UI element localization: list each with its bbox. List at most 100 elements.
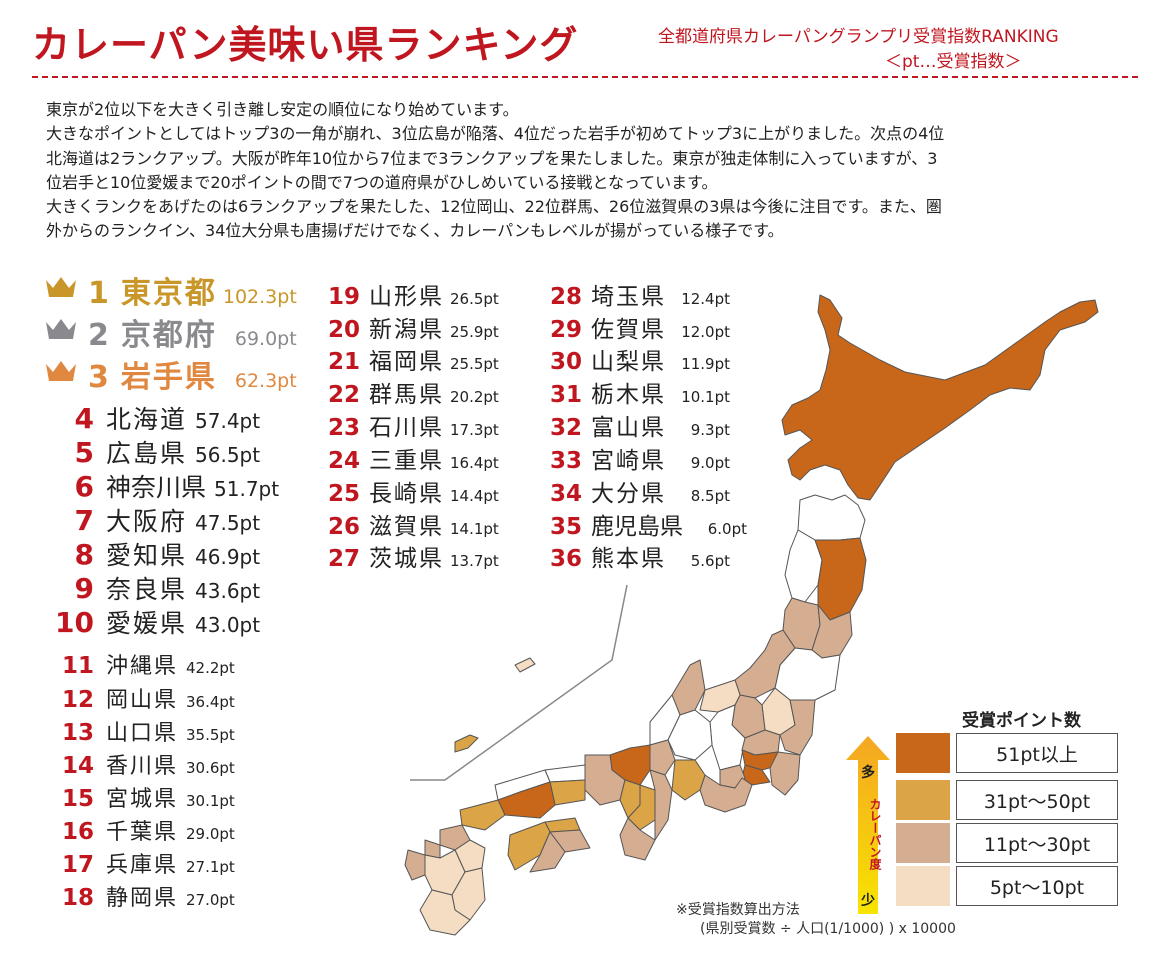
silver-crown-icon [46, 319, 76, 339]
prefecture-points: 5.6pt [690, 552, 730, 570]
prefecture-points: 30.6pt [186, 759, 235, 777]
ranking-row: 27 茨城県 13.7pt [300, 539, 499, 573]
rank-number: 16 [61, 819, 94, 845]
prefecture-name: 広島県 [106, 439, 188, 468]
footnote-formula: (県別受賞数 ÷ 人口(1/1000) ) x 10000 [700, 921, 956, 937]
ranking-row: 9 奈良県 43.6pt [0, 570, 261, 606]
prefecture-points: 51.7pt [214, 477, 280, 501]
ranking-row: 8 愛知県 46.9pt [0, 536, 261, 572]
description-line: 大きくランクをあげたのは6ランクアップを果たした、12位岡山、22位群馬、26位… [46, 197, 942, 217]
ranking-row: 16 千葉県 29.0pt [0, 814, 235, 846]
legend-swatch [896, 866, 950, 906]
prefecture-points: 43.6pt [195, 579, 261, 603]
page-subtitle: 全都道府県カレーパングランプリ受賞指数RANKING [658, 27, 1059, 47]
prefecture-name: 奈良県 [106, 575, 188, 604]
map-region-iwate [814, 537, 867, 621]
map-region-kagoshima [419, 889, 471, 936]
ranking-top-3: 3 岩手県 62.3pt [44, 352, 297, 395]
ranking-row: 31 栃木県 10.1pt [522, 375, 730, 409]
rank-number: 19 [327, 284, 360, 310]
ranking-row: 15 宮城県 30.1pt [0, 781, 235, 813]
prefecture-points: 12.0pt [681, 323, 730, 341]
prefecture-points: 27.0pt [186, 891, 235, 909]
ranking-row: 10 愛媛県 43.0pt [0, 604, 260, 640]
prefecture-points: 25.9pt [450, 323, 499, 341]
rank-number: 1 [88, 276, 109, 311]
description-line: 位岩手と10位愛媛まで20ポイントの間で7つの道府県がひしめいている接戦となって… [46, 172, 718, 192]
rank-number: 12 [61, 687, 94, 713]
prefecture-points: 12.4pt [681, 290, 730, 308]
description-line: 北海道は2ランクアップ。大阪が昨年10位から7位まで3ランクアップを果たしました… [46, 148, 938, 168]
rank-number: 5 [74, 436, 94, 469]
ranking-row: 21 福岡県 25.5pt [300, 342, 499, 376]
map-region-mie [649, 769, 673, 841]
legend-swatch [896, 823, 950, 863]
rank-number: 25 [327, 481, 360, 507]
prefecture-name: 栃木県 [591, 382, 666, 408]
prefecture-name: 岡山県 [106, 688, 179, 713]
ranking-row: 30 山梨県 11.9pt [522, 342, 730, 376]
map-region-kochi [529, 831, 566, 873]
rank-number: 33 [549, 448, 582, 474]
map-region-ibaraki [779, 699, 816, 756]
rank-number: 22 [327, 382, 360, 408]
page-title: カレーパン美味い県ランキング [32, 23, 579, 67]
description-paragraph: 東京が2位以下を大きく引き離し安定の順位になり始めています。 大きなポイントとし… [46, 98, 1126, 244]
rank-number: 30 [549, 349, 582, 375]
prefecture-points: 11.9pt [681, 355, 730, 373]
map-region-tottori [544, 764, 586, 783]
footnote-title: ※受賞指数算出方法 [676, 902, 800, 918]
bronze-crown-icon [46, 361, 76, 381]
rank-number: 4 [74, 402, 94, 435]
prefecture-name: 山梨県 [591, 349, 666, 375]
rank-number: 3 [88, 360, 109, 395]
prefecture-name: 滋賀県 [369, 514, 444, 540]
prefecture-points: 62.3pt [234, 370, 297, 392]
map-region-okayama [549, 779, 586, 806]
prefecture-points: 46.9pt [195, 545, 261, 569]
rank-number: 10 [55, 606, 94, 639]
legend-title: 受賞ポイント数 [962, 711, 1081, 731]
rank-number: 2 [88, 318, 109, 353]
map-region-okinawa [454, 734, 479, 753]
ranking-row: 24 三重県 16.4pt [300, 441, 499, 475]
prefecture-name: 岩手県 [120, 360, 217, 395]
ranking-row: 34 大分県 8.5pt [522, 474, 730, 508]
rank-number: 18 [61, 885, 94, 911]
map-region-hokkaido [781, 294, 1099, 501]
prefecture-points: 57.4pt [195, 409, 261, 433]
legend-label: 11pt〜30pt [956, 823, 1118, 863]
prefecture-points: 8.5pt [690, 487, 730, 505]
prefecture-name: 鹿児島県 [591, 514, 683, 540]
prefecture-name: 静岡県 [106, 886, 179, 911]
map-region-okinawa-islet [514, 657, 536, 673]
prefecture-name: 佐賀県 [591, 317, 666, 343]
ranking-row: 23 石川県 17.3pt [300, 408, 499, 442]
prefecture-name: 宮城県 [106, 787, 179, 812]
description-line: 東京が2位以下を大きく引き離し安定の順位になり始めています。 [46, 100, 519, 119]
ranking-row: 35 鹿児島県 6.0pt [522, 507, 747, 541]
ranking-row: 26 滋賀県 14.1pt [300, 507, 499, 541]
prefecture-name: 山口県 [106, 721, 179, 746]
legend-arrow-label: カレーパン度 [868, 798, 882, 870]
prefecture-points: 13.7pt [450, 552, 499, 570]
ranking-top-1: 1 東京都 102.3pt [44, 268, 297, 311]
okinawa-inset-divider [410, 584, 628, 781]
prefecture-name: 愛知県 [106, 541, 188, 570]
prefecture-points: 36.4pt [186, 693, 235, 711]
rank-number: 21 [327, 349, 360, 375]
prefecture-points: 69.0pt [234, 328, 297, 350]
ranking-top-2: 2 京都府 69.0pt [44, 310, 297, 353]
ranking-row: 25 長崎県 14.4pt [300, 474, 499, 508]
prefecture-name: 東京都 [120, 276, 217, 311]
gold-crown-icon [46, 277, 76, 297]
rank-number: 7 [74, 504, 94, 537]
ranking-row: 4 北海道 57.4pt [0, 400, 261, 436]
rank-number: 29 [549, 317, 582, 343]
prefecture-points: 9.3pt [690, 421, 730, 439]
prefecture-points: 43.0pt [195, 613, 261, 637]
prefecture-points: 9.0pt [690, 454, 730, 472]
prefecture-name: 埼玉県 [591, 284, 666, 310]
prefecture-name: 群馬県 [369, 382, 444, 408]
description-line: 大きなポイントとしてはトップ3の一角が崩れ、3位広島が陥落、4位だった岩手が初め… [46, 124, 945, 144]
